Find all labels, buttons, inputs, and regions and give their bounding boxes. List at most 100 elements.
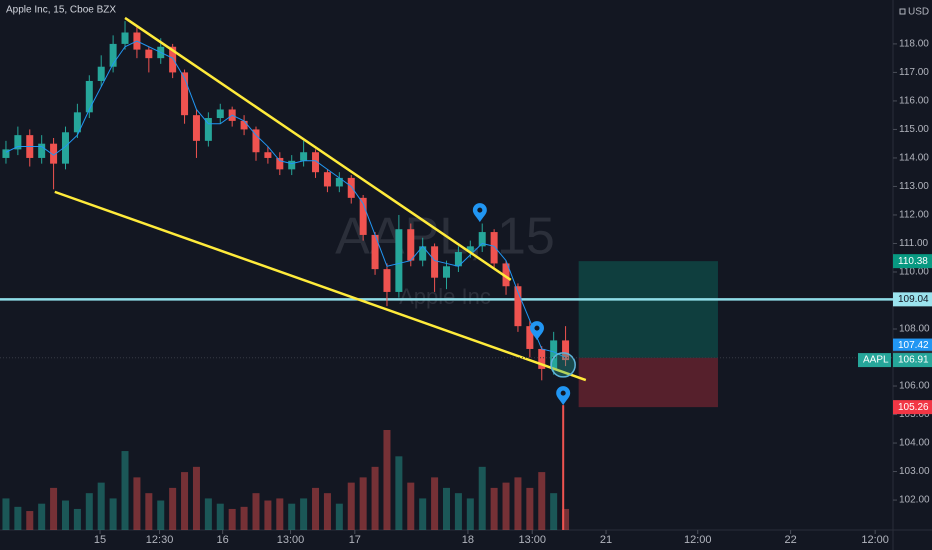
candle-body — [192, 115, 200, 141]
candle-body — [371, 234, 379, 270]
y-tick-label: 110.00 — [899, 267, 929, 278]
candle-body — [216, 109, 224, 119]
candle-body — [2, 149, 10, 158]
candle-body — [383, 269, 391, 292]
lock-icon[interactable] — [899, 8, 906, 15]
price-label-bg — [893, 353, 932, 368]
y-tick-label: 103.00 — [899, 466, 930, 477]
candle-body — [14, 135, 22, 150]
volume-bar — [514, 477, 522, 530]
chart-title: Apple Inc, 15, Cboe BZX — [6, 5, 116, 16]
candle-body — [85, 80, 93, 113]
price-label-bg — [893, 292, 932, 307]
axes: 102.00103.00104.00105.00106.00107.00108.… — [94, 39, 932, 546]
plot — [0, 16, 893, 530]
volume-bar — [347, 482, 355, 530]
candle-body — [97, 66, 105, 81]
volume-bar — [157, 500, 165, 530]
target-zone — [578, 261, 718, 358]
trendline — [124, 16, 512, 282]
price-label-bg — [893, 338, 932, 353]
y-tick-label: 114.00 — [899, 153, 929, 164]
candle-body — [454, 252, 462, 267]
volume-bar — [169, 487, 177, 530]
price-label: 110.38 — [898, 256, 928, 267]
volume-bar — [419, 498, 427, 530]
volume-bar — [97, 482, 105, 530]
volume-bar — [562, 508, 570, 530]
volume-bar — [323, 493, 331, 530]
volume-bar — [359, 477, 367, 530]
volume-bar — [276, 498, 284, 530]
x-tick-label: 12:00 — [861, 534, 889, 546]
x-tick-label: 16 — [217, 534, 229, 546]
candle-body — [347, 177, 355, 198]
volume-bar — [502, 482, 510, 530]
volume-bar — [61, 500, 69, 530]
x-tick-label: 12:00 — [684, 534, 712, 546]
price-label-bg — [893, 400, 932, 415]
candle-body — [431, 246, 439, 278]
volume-bar — [50, 487, 58, 530]
candle-body — [466, 246, 474, 253]
y-tick-label: 106.00 — [899, 381, 930, 392]
candle-body — [478, 232, 486, 247]
y-tick-label: 105.00 — [899, 409, 930, 420]
volume-bar — [145, 493, 153, 530]
candle-body — [514, 286, 522, 327]
volume-bar — [133, 477, 141, 530]
candle-body — [335, 177, 343, 187]
volume-bar — [443, 487, 450, 530]
candle-body — [490, 232, 498, 264]
x-tick-label: 12:30 — [146, 534, 174, 546]
volume-bar — [431, 477, 439, 530]
volume-bar — [73, 508, 81, 530]
x-tick-label: 17 — [349, 534, 361, 546]
candle-body — [562, 340, 570, 361]
volume-bar — [240, 506, 248, 530]
candle-body — [145, 49, 153, 59]
volume-bar — [192, 466, 200, 530]
watermark-sub: Apple Inc — [399, 284, 491, 309]
volume-bar — [312, 487, 320, 530]
y-tick-label: 118.00 — [899, 39, 929, 50]
candle-body — [419, 246, 427, 261]
volume-bar — [371, 466, 379, 530]
volume-bar — [204, 498, 212, 530]
volume-bar — [38, 503, 46, 530]
volume-bar — [14, 506, 22, 530]
candle-body — [395, 229, 403, 292]
candle-body — [300, 152, 308, 161]
price-label-bg — [893, 254, 932, 269]
y-tick-label: 113.00 — [899, 181, 929, 192]
candle-body — [550, 340, 558, 369]
trendline — [54, 190, 587, 382]
x-tick-label: 18 — [462, 534, 474, 546]
volume-bar — [466, 498, 474, 530]
stop-zone — [578, 357, 718, 408]
volume-bar — [407, 482, 415, 530]
volume-bar — [490, 487, 498, 530]
volume-bar — [85, 493, 93, 530]
marker-dot — [477, 207, 483, 213]
price-label: 105.26 — [898, 402, 929, 413]
volume-bar — [550, 493, 558, 530]
x-tick-label: 13:00 — [518, 534, 546, 546]
y-tick-label: 116.00 — [899, 96, 929, 107]
y-tick-label: 112.00 — [899, 210, 929, 221]
volume-bar — [300, 498, 308, 530]
volume-bar — [454, 493, 462, 530]
symbol-tag: AAPL — [863, 355, 889, 366]
volume-bar — [228, 508, 236, 530]
symbol-tag-bg — [858, 353, 891, 368]
candle-body — [502, 263, 510, 287]
candle-body — [38, 143, 46, 158]
volume-bar — [216, 503, 224, 530]
volume-bar — [478, 466, 486, 530]
volume-bar — [109, 498, 117, 530]
highlight-circle — [550, 352, 576, 378]
candle-body — [407, 229, 415, 261]
candle-body — [204, 118, 212, 141]
y-tick-label: 115.00 — [899, 124, 929, 135]
